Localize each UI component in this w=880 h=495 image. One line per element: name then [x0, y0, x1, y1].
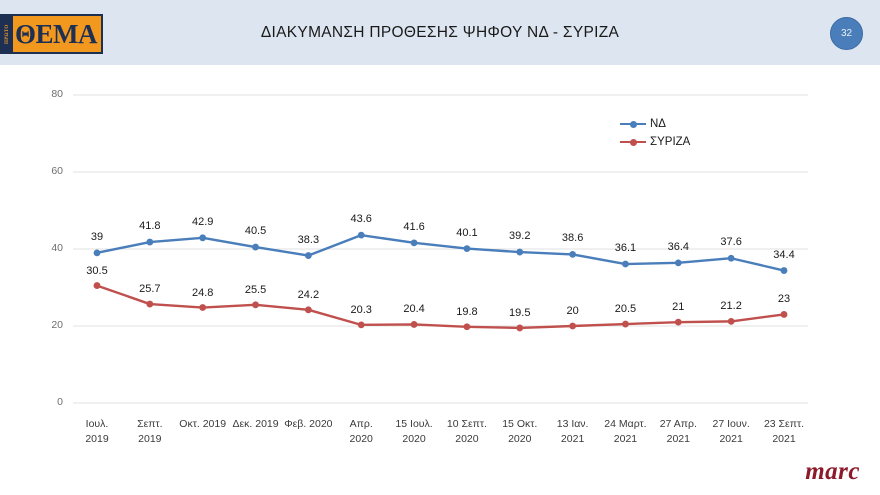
data-point [199, 234, 207, 242]
logo-side-text: ΠΡΩΤΟ [2, 16, 13, 52]
x-axis-tick: 15 Ιουλ. 2020 [395, 418, 433, 445]
data-label: 42.9 [191, 215, 214, 228]
legend-label-syriza: ΣΥΡΙΖΑ [650, 136, 691, 148]
data-point [304, 252, 312, 259]
line-chart: ΝΔ ΣΥΡΙΖΑ 0 20 40 60 80 Ιουλ. 2019 Σεπτ. 2019 Οκτ… [0, 65, 880, 495]
data-label: 37.6 [720, 236, 742, 249]
data-point [569, 322, 577, 330]
x-axis-tick: 24 Μαρτ. 2021 [604, 418, 647, 445]
legend-label-nd: ΝΔ [650, 118, 666, 130]
legend-marker-syriza [620, 137, 646, 148]
data-point [146, 300, 154, 308]
data-point [622, 320, 629, 328]
data-label: 41.8 [139, 220, 161, 233]
data-point [304, 306, 312, 314]
data-label: 19.8 [456, 305, 478, 318]
data-label: 34.4 [773, 248, 795, 261]
data-label: 41.6 [403, 220, 425, 233]
data-point [252, 301, 259, 309]
data-label: 23 [777, 293, 791, 306]
data-point [252, 243, 259, 251]
data-label: 39 [90, 230, 104, 243]
x-axis-tick: Σεπτ. 2019 [137, 418, 163, 445]
x-axis-tick: 15 Οκτ. 2020 [502, 418, 538, 445]
data-label: 20.3 [350, 303, 372, 316]
data-point [463, 323, 471, 331]
data-label: 25.7 [139, 283, 161, 296]
data-label: 40.1 [456, 226, 478, 239]
series-line-ΣΥΡΙΖΑ [95, 284, 786, 330]
data-point [516, 248, 524, 256]
y-axis-tick: 60 [51, 165, 63, 177]
data-point [146, 238, 154, 246]
data-label: 24.2 [297, 288, 320, 301]
data-label: 21.2 [720, 300, 742, 313]
data-point [569, 250, 577, 258]
data-point [516, 324, 524, 332]
x-axis-tick: 13 Ιαν. 2021 [556, 418, 589, 445]
data-label: 20.5 [614, 303, 637, 316]
chart-plot-area [73, 94, 808, 404]
legend-item-nd: ΝΔ [620, 115, 690, 133]
x-axis-tick: Απρ. 2020 [349, 418, 373, 445]
chart-legend: ΝΔ ΣΥΡΙΖΑ [620, 115, 690, 151]
data-label: 39.2 [509, 230, 531, 243]
legend-item-syriza: ΣΥΡΙΖΑ [620, 133, 690, 151]
page-title: ΔΙΑΚΥΜΑΝΣΗ ΠΡΟΘΕΣΗΣ ΨΗΦΟΥ ΝΔ - ΣΥΡΙΖΑ [260, 23, 620, 41]
data-point [780, 267, 788, 274]
x-axis-tick: Φεβ. 2020 [284, 418, 333, 430]
data-label: 38.3 [297, 233, 320, 246]
data-label: 36.1 [614, 242, 637, 254]
x-axis-tick: Ιουλ. 2019 [85, 418, 109, 445]
data-point [410, 239, 418, 247]
data-label: 40.5 [244, 225, 267, 238]
x-axis-tick: 27 Ιουν. 2021 [712, 418, 750, 445]
data-point [674, 259, 682, 267]
data-point [93, 249, 101, 257]
data-point [357, 321, 365, 329]
data-label: 20 [566, 305, 579, 317]
data-point [674, 318, 682, 326]
data-label: 43.6 [350, 213, 372, 226]
data-point [727, 317, 735, 325]
legend-marker-nd [620, 119, 646, 130]
data-label: 38.6 [561, 232, 584, 245]
data-point [622, 260, 629, 268]
data-label: 20.4 [403, 303, 425, 316]
x-axis-tick: 27 Απρ. 2021 [659, 418, 697, 445]
x-axis-tick: Οκτ. 2019 [179, 418, 227, 430]
data-label: 30.5 [86, 264, 108, 277]
data-label: 24.8 [191, 286, 214, 299]
data-point [357, 231, 365, 239]
y-axis-tick: 20 [51, 319, 63, 331]
protothema-logo: ΠΡΩΤΟ ΘΕΜΑ [0, 14, 103, 54]
data-label: 21 [672, 301, 685, 314]
y-axis-tick: 80 [51, 88, 63, 100]
data-point [727, 254, 735, 262]
data-point [93, 282, 101, 289]
logo-wordmark: ΘΕΜΑ [15, 18, 98, 49]
x-axis-tick: Δεκ. 2019 [232, 418, 279, 430]
data-point [780, 311, 788, 318]
slide-header: ΔΙΑΚΥΜΑΝΣΗ ΠΡΟΘΕΣΗΣ ΨΗΦΟΥ ΝΔ - ΣΥΡΙΖΑ ΠΡ… [0, 0, 880, 65]
x-axis-tick: 10 Σεπτ. 2020 [446, 418, 487, 445]
data-label: 25.5 [244, 283, 267, 296]
x-axis-tick: 23 Σεπτ. 2021 [763, 418, 805, 445]
data-label: 36.4 [667, 240, 690, 253]
data-label: 19.5 [509, 306, 531, 319]
y-axis-tick: 40 [51, 242, 63, 254]
data-point [410, 321, 418, 328]
data-point [463, 245, 471, 253]
series-line-ΝΔ [95, 233, 786, 272]
page-number-badge: 32 [830, 17, 863, 50]
marc-logo: marc [805, 458, 860, 485]
data-point [199, 304, 207, 311]
y-axis-tick: 0 [57, 396, 63, 408]
